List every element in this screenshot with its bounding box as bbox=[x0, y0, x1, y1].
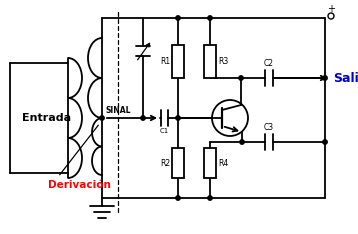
FancyBboxPatch shape bbox=[172, 148, 184, 178]
Text: Derivación: Derivación bbox=[48, 180, 111, 190]
Text: C1: C1 bbox=[160, 128, 169, 134]
FancyBboxPatch shape bbox=[204, 45, 216, 78]
Circle shape bbox=[323, 140, 327, 144]
Text: Salida: Salida bbox=[333, 72, 358, 84]
Circle shape bbox=[323, 76, 327, 80]
FancyBboxPatch shape bbox=[204, 148, 216, 178]
Circle shape bbox=[240, 140, 244, 144]
Text: SINAL: SINAL bbox=[106, 106, 131, 115]
Text: +: + bbox=[327, 4, 335, 14]
Text: R1: R1 bbox=[160, 57, 170, 66]
Circle shape bbox=[176, 16, 180, 20]
Text: C2: C2 bbox=[264, 59, 274, 68]
Circle shape bbox=[141, 116, 145, 120]
Circle shape bbox=[100, 116, 104, 120]
Text: R2: R2 bbox=[160, 158, 170, 168]
Circle shape bbox=[208, 196, 212, 200]
Circle shape bbox=[176, 116, 180, 120]
Circle shape bbox=[239, 76, 243, 80]
Text: R4: R4 bbox=[218, 158, 228, 168]
Circle shape bbox=[208, 16, 212, 20]
FancyBboxPatch shape bbox=[172, 45, 184, 78]
Circle shape bbox=[176, 196, 180, 200]
Text: C3: C3 bbox=[264, 123, 274, 132]
Text: Entrada: Entrada bbox=[22, 113, 71, 123]
Text: R3: R3 bbox=[218, 57, 228, 66]
